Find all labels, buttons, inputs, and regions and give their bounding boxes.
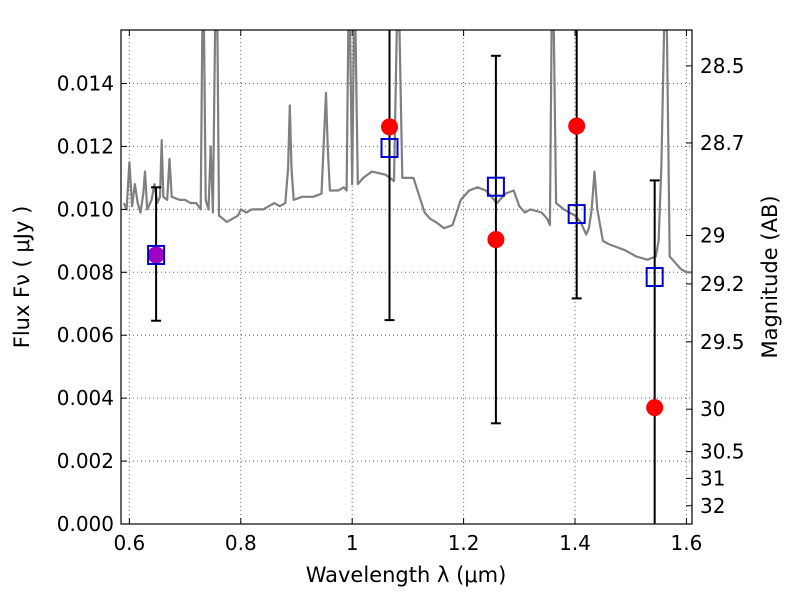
- plot-area: [122, 30, 692, 524]
- axis-ticks: 0.6 0.8 1 1.2 1.4 1.6 0.000 0.002 0.004 0.006 0.00…: [57, 30, 745, 555]
- x-tick-label-2: 1: [346, 531, 359, 555]
- observed-point-3: [568, 117, 586, 135]
- model-point-2: [486, 176, 505, 197]
- x-axis-label: Wavelength λ (μm): [306, 563, 507, 587]
- y2-tick-label-1: 28.7: [700, 131, 745, 155]
- observed-point-2: [487, 231, 505, 249]
- x-tick-label-0: 0.6: [113, 531, 145, 555]
- y-tick-label-0: 0.000: [57, 512, 114, 536]
- y-axis-label: Flux Fν ( μJy ): [10, 206, 34, 349]
- model-point-0: [147, 244, 166, 265]
- x-tick-label-1: 0.8: [225, 531, 257, 555]
- y2-tick-label-3: 29.2: [700, 272, 745, 296]
- y2-axis-label: Magnitude (AB): [758, 195, 782, 358]
- observed-point-0: [147, 246, 165, 264]
- y2-tick-label-2: 29: [700, 223, 725, 247]
- x-tick-label-5: 1.6: [671, 531, 703, 555]
- y2-tick-label-6: 30.5: [700, 440, 745, 464]
- y2-tick-label-8: 32: [700, 494, 725, 518]
- model-point-4: [645, 267, 664, 287]
- model-point-3: [567, 204, 586, 225]
- spectrum-line: [122, 30, 692, 274]
- plot-background: [121, 30, 692, 524]
- y-tick-label-1: 0.002: [57, 449, 114, 473]
- y2-tick-label-4: 29.5: [700, 330, 745, 354]
- y-tick-label-5: 0.010: [57, 197, 114, 221]
- y2-tick-label-7: 31: [700, 466, 725, 490]
- plot-frame: [120, 29, 693, 525]
- y-tick-label-7: 0.014: [57, 71, 114, 95]
- model-point-1: [380, 137, 399, 158]
- x-tick-label-3: 1.2: [448, 531, 480, 555]
- y-tick-label-6: 0.012: [57, 134, 114, 158]
- x-tick-label-4: 1.4: [559, 531, 591, 555]
- observed-point-1: [381, 118, 399, 136]
- y-tick-label-4: 0.008: [57, 260, 114, 284]
- observed-point-4: [646, 399, 664, 417]
- y-tick-label-3: 0.006: [57, 323, 114, 347]
- y2-tick-label-0: 28.5: [700, 54, 745, 78]
- y2-tick-label-5: 30: [700, 397, 725, 421]
- y-tick-label-2: 0.004: [57, 386, 114, 410]
